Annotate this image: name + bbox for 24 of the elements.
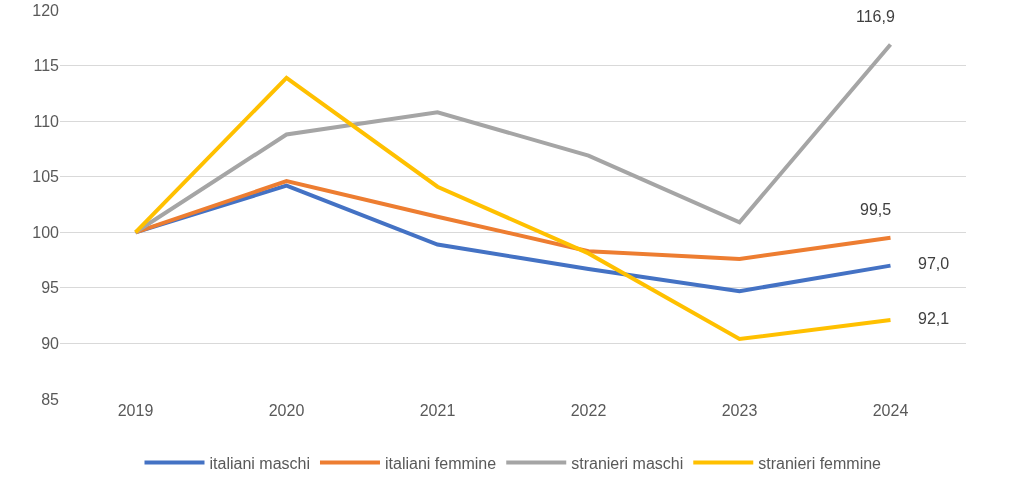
y-tick-label: 105 bbox=[32, 168, 60, 186]
x-tick-label: 2023 bbox=[721, 402, 758, 419]
data-label: 116,9 bbox=[856, 8, 895, 25]
y-tick-label: 120 bbox=[32, 1, 60, 19]
data-label: 92,1 bbox=[918, 310, 950, 327]
legend-label: stranieri maschi bbox=[571, 454, 684, 472]
data-label: 97,0 bbox=[918, 255, 950, 272]
legend-label: stranieri femmine bbox=[758, 454, 882, 472]
x-tick-label: 2021 bbox=[419, 402, 456, 419]
x-tick-label: 2024 bbox=[872, 402, 909, 419]
x-tick-label: 2019 bbox=[117, 402, 154, 419]
line-series bbox=[133, 75, 893, 341]
x-tick-label: 2020 bbox=[268, 402, 305, 419]
y-tick-label: 85 bbox=[41, 390, 60, 408]
line-series bbox=[133, 42, 893, 235]
y-tick-label: 115 bbox=[33, 57, 60, 75]
legend-label: italiani maschi bbox=[209, 454, 310, 472]
data-label: 99,5 bbox=[860, 201, 892, 218]
y-tick-label: 95 bbox=[41, 279, 60, 297]
y-tick-label: 110 bbox=[33, 112, 60, 130]
x-tick-label: 2022 bbox=[570, 402, 607, 419]
legend-label: italiani femmine bbox=[384, 454, 497, 472]
y-tick-label: 90 bbox=[41, 335, 60, 353]
y-tick-label: 100 bbox=[32, 223, 60, 241]
